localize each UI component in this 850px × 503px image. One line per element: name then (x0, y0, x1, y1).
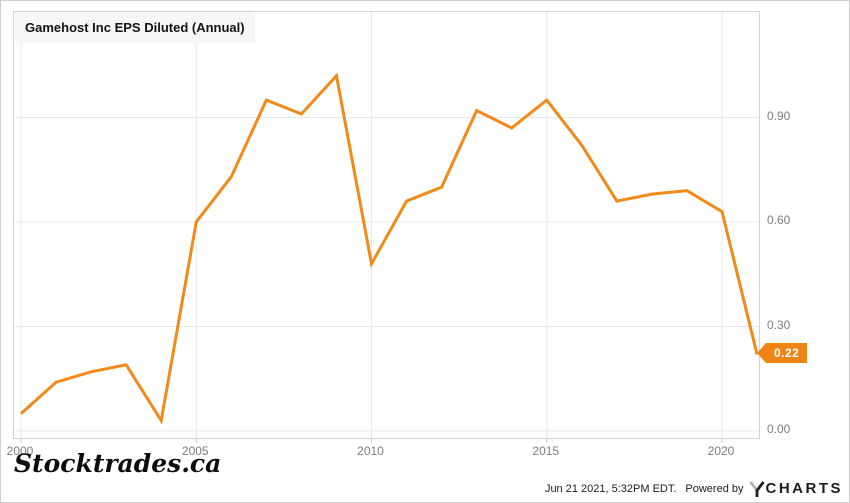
badge-arrow-icon (757, 343, 766, 364)
ycharts-brand-text: CHARTS (765, 480, 843, 497)
y-axis: 0.00 0.30 0.60 0.90 (767, 1, 812, 441)
eps-line-chart (14, 12, 759, 443)
x-tick-label: 2020 (707, 444, 735, 458)
attribution-bar: Jun 21 2021, 5:32PM EDT. Powered by CHAR… (545, 480, 843, 497)
y-tick-label: 0.90 (767, 108, 791, 123)
x-axis: 2000 2005 2010 2015 2020 (1, 444, 849, 460)
powered-by-label: Powered by (685, 482, 744, 495)
chart-legend-title: Gamehost Inc EPS Diluted (Annual) (15, 12, 255, 43)
x-tick-label: 2005 (181, 444, 209, 458)
x-tick-label: 2000 (6, 444, 34, 458)
timestamp: Jun 21 2021, 5:32PM EDT. (544, 482, 677, 495)
ycharts-y-logo-icon (748, 480, 765, 497)
y-tick-label: 0.30 (767, 317, 791, 332)
y-tick-label: 0.00 (767, 422, 791, 436)
badge-value: 0.22 (766, 343, 808, 364)
eps-series-line (19, 72, 759, 425)
y-tick-label: 0.60 (767, 213, 791, 227)
last-value-badge: 0.22 (757, 343, 808, 364)
stocktrades-watermark: Stocktrades.ca (14, 449, 222, 478)
x-tick-label: 2015 (532, 444, 560, 458)
plot-area: Gamehost Inc EPS Diluted (Annual) (13, 11, 760, 443)
x-tick-label: 2010 (357, 444, 384, 458)
ycharts-logo[interactable]: CHARTS (748, 480, 844, 497)
